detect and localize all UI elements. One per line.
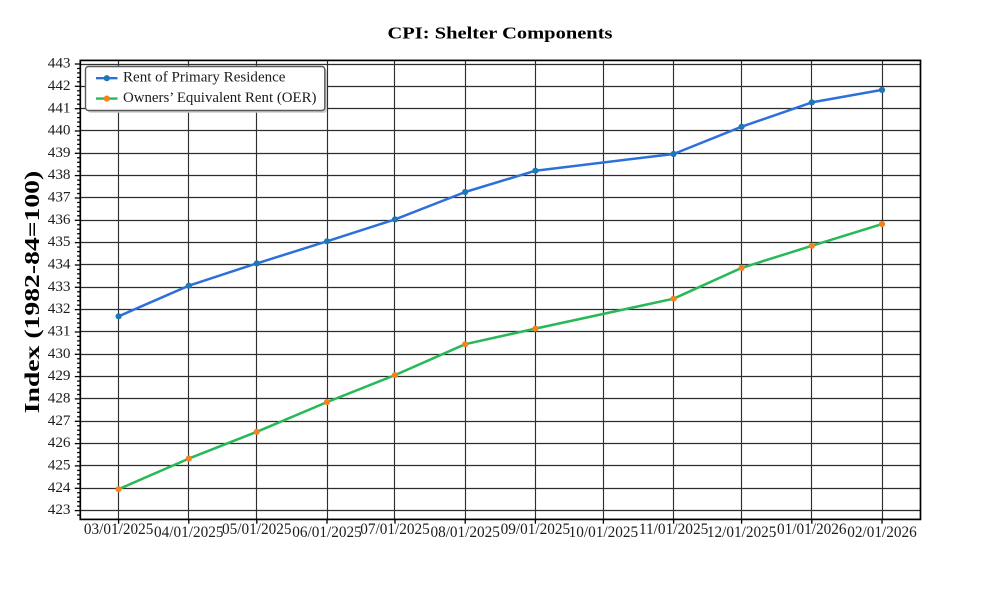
svg-text:433: 433 [48,278,71,295]
svg-text:432: 432 [48,300,71,317]
svg-text:424: 424 [48,479,71,496]
svg-text:12/01/2025: 12/01/2025 [707,524,777,541]
svg-text:06/01/2025: 06/01/2025 [292,524,362,541]
svg-text:04/01/2025: 04/01/2025 [154,524,224,541]
svg-text:08/01/2025: 08/01/2025 [430,524,500,541]
svg-text:CPI: Shelter Components: CPI: Shelter Components [388,24,613,43]
svg-text:440: 440 [48,122,71,139]
svg-text:443: 443 [48,55,71,72]
svg-text:435: 435 [48,233,71,250]
svg-text:09/01/2025: 09/01/2025 [501,521,571,538]
svg-text:11/01/2025: 11/01/2025 [639,521,709,538]
svg-text:02/01/2026: 02/01/2026 [847,524,917,541]
svg-text:439: 439 [48,144,71,161]
svg-text:438: 438 [48,166,71,183]
svg-text:429: 429 [48,367,71,384]
svg-text:425: 425 [48,457,71,474]
svg-text:436: 436 [48,211,71,228]
svg-text:437: 437 [48,189,71,206]
svg-text:Owners’ Equivalent Rent (OER): Owners’ Equivalent Rent (OER) [123,89,317,106]
svg-text:430: 430 [48,345,71,362]
svg-text:442: 442 [48,77,71,94]
svg-text:431: 431 [48,323,71,340]
svg-text:05/01/2025: 05/01/2025 [222,521,292,538]
svg-text:07/01/2025: 07/01/2025 [360,521,430,538]
svg-text:Index (1982-84=100): Index (1982-84=100) [20,171,44,414]
svg-text:426: 426 [48,434,71,451]
svg-text:434: 434 [48,256,71,273]
svg-text:423: 423 [48,501,71,518]
svg-text:441: 441 [48,99,71,116]
svg-text:427: 427 [48,412,71,429]
svg-text:03/01/2025: 03/01/2025 [84,521,154,538]
svg-text:Rent of Primary Residence: Rent of Primary Residence [123,69,286,86]
svg-text:01/01/2026: 01/01/2026 [777,521,847,538]
svg-text:428: 428 [48,390,71,407]
svg-text:10/01/2025: 10/01/2025 [569,524,639,541]
